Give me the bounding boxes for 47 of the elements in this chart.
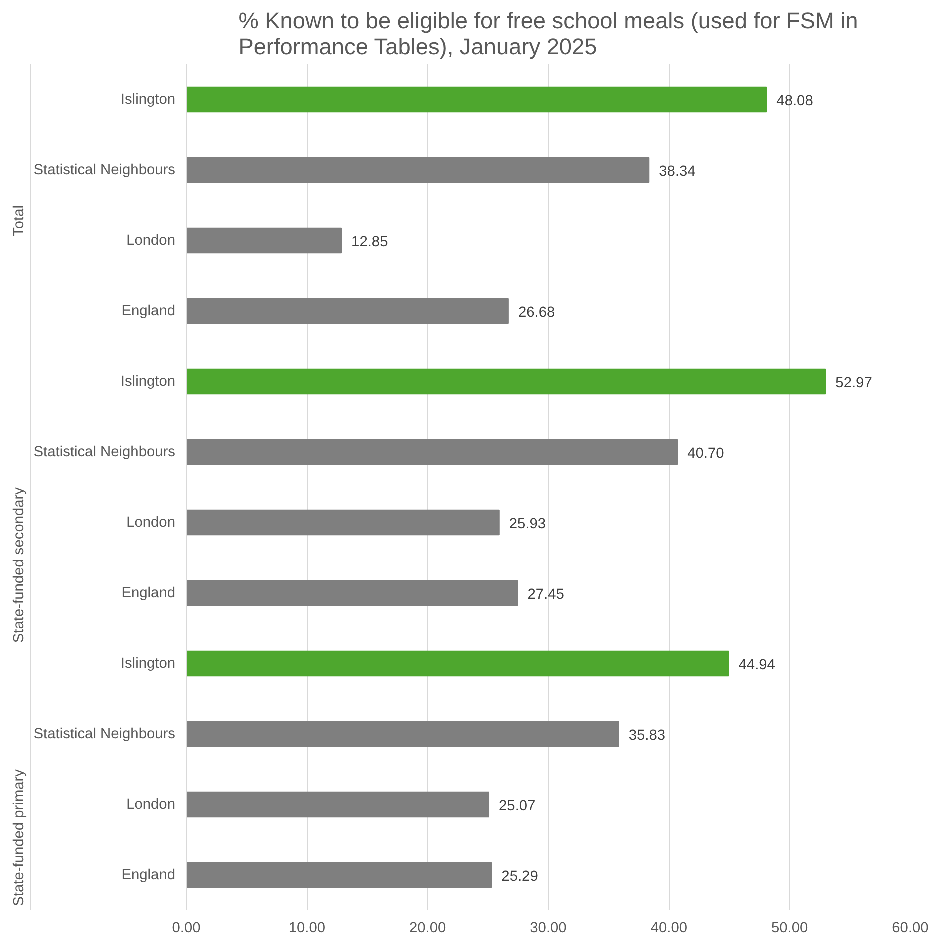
bar xyxy=(186,298,509,324)
bar xyxy=(186,439,678,466)
data-label: 12.85 xyxy=(352,234,388,250)
text: State-funded secondary xyxy=(12,486,28,644)
data-label: 38.34 xyxy=(659,164,696,180)
bar xyxy=(186,157,650,184)
data-label: 27.45 xyxy=(528,586,564,603)
y-tick-label: London xyxy=(126,796,176,813)
y-tick-label: London xyxy=(126,514,176,531)
x-tick-label: 60.00 xyxy=(892,920,929,936)
text: Total xyxy=(12,205,28,236)
y-tick-label: Statistical Neighbours xyxy=(34,444,176,460)
bar xyxy=(186,228,342,254)
data-label: 40.70 xyxy=(688,446,724,462)
bar xyxy=(186,580,518,606)
data-label: 25.93 xyxy=(509,516,546,532)
bar xyxy=(186,862,492,888)
y-tick-label: Islington xyxy=(120,374,176,390)
x-tick-label: 30.00 xyxy=(530,920,567,936)
data-label: 25.29 xyxy=(502,868,538,885)
data-label: 52.97 xyxy=(836,375,872,392)
x-tick-label: 40.00 xyxy=(650,920,688,936)
bar xyxy=(186,650,730,677)
data-label: 26.68 xyxy=(518,304,556,321)
bar xyxy=(186,368,826,395)
bar xyxy=(186,792,490,818)
x-tick-label: 20.00 xyxy=(409,920,446,936)
chart-title: % Known to be eligible for free school meals (used for FSM in Performance Tables), January 2025 xyxy=(238,8,858,60)
bar xyxy=(186,721,620,748)
bar xyxy=(186,86,768,113)
data-label: 44.94 xyxy=(738,657,776,674)
y-tick-label: Statistical Neighbours xyxy=(34,162,176,178)
x-tick-label: 50.00 xyxy=(771,920,808,936)
data-label: 25.07 xyxy=(499,798,536,814)
y-tick-label: England xyxy=(122,867,176,884)
y-tick-label: Islington xyxy=(120,656,176,672)
y-tick-label: England xyxy=(122,303,176,320)
data-label: 35.83 xyxy=(628,728,666,744)
x-tick-label: 0.00 xyxy=(172,920,201,936)
text: State-funded primary xyxy=(12,768,28,906)
y-tick-label: London xyxy=(126,232,176,249)
y-tick-label: England xyxy=(122,585,176,602)
y-tick-label: Islington xyxy=(120,92,176,108)
y-tick-label: Statistical Neighbours xyxy=(34,726,176,742)
data-label: 48.08 xyxy=(776,93,814,110)
bar xyxy=(186,510,500,536)
x-tick-label: 10.00 xyxy=(288,920,326,936)
